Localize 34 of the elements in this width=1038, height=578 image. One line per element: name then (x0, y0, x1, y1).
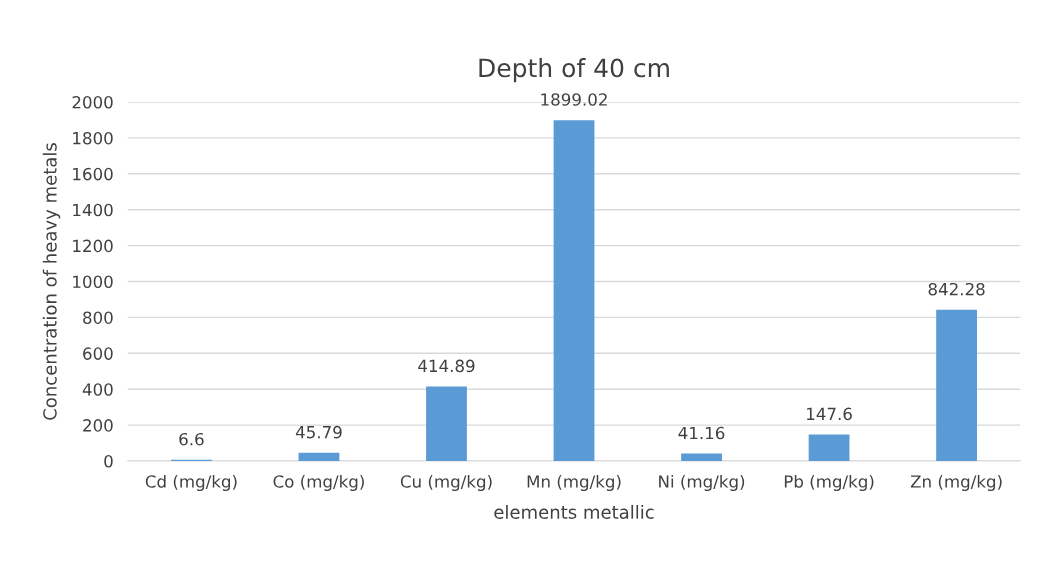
x-tick-label: Pb (mg/kg) (784, 474, 874, 492)
data-label: 147.6 (807, 407, 852, 421)
bar (553, 120, 595, 462)
y-tick-label: 2000 (72, 95, 113, 109)
bar (936, 309, 977, 462)
bar (426, 386, 467, 462)
x-tick-label: Mn (mg/kg) (527, 474, 621, 492)
x-tick-label: Co (mg/kg) (273, 474, 364, 492)
data-label: 41.16 (678, 426, 725, 440)
x-tick-label: Ni (mg/kg) (659, 474, 745, 492)
data-label: 842.28 (928, 282, 985, 296)
data-label: 6.6 (179, 432, 204, 446)
y-tick-label: 800 (83, 311, 113, 324)
y-tick-label: 0 (104, 454, 113, 468)
chart-title: Depth of 40 cm (479, 58, 669, 83)
y-tick-label: 1800 (73, 131, 113, 145)
y-tick-label: 1600 (73, 167, 113, 181)
y-tick-label: 200 (83, 419, 113, 432)
bar (808, 434, 850, 462)
bar (298, 452, 340, 462)
x-tick-label: Cu (mg/kg) (400, 474, 492, 492)
y-tick-label: 1400 (73, 203, 113, 217)
y-tick-label: 1000 (73, 275, 113, 289)
data-label: 414.89 (418, 359, 475, 373)
x-tick-label: Cd (mg/kg) (145, 474, 237, 492)
x-tick-label: Zn (mg/kg) (910, 474, 1002, 492)
y-tick-label: 400 (82, 383, 113, 396)
y-tick-label: 1200 (73, 239, 113, 253)
y-tick-label: 600 (83, 347, 113, 360)
y-axis-title: Concentration of heavy metals (42, 143, 61, 420)
x-axis-title: elements metallic (494, 504, 654, 519)
data-label: 45.79 (295, 425, 342, 439)
bar (681, 453, 722, 462)
data-label: 1899.02 (541, 93, 607, 106)
